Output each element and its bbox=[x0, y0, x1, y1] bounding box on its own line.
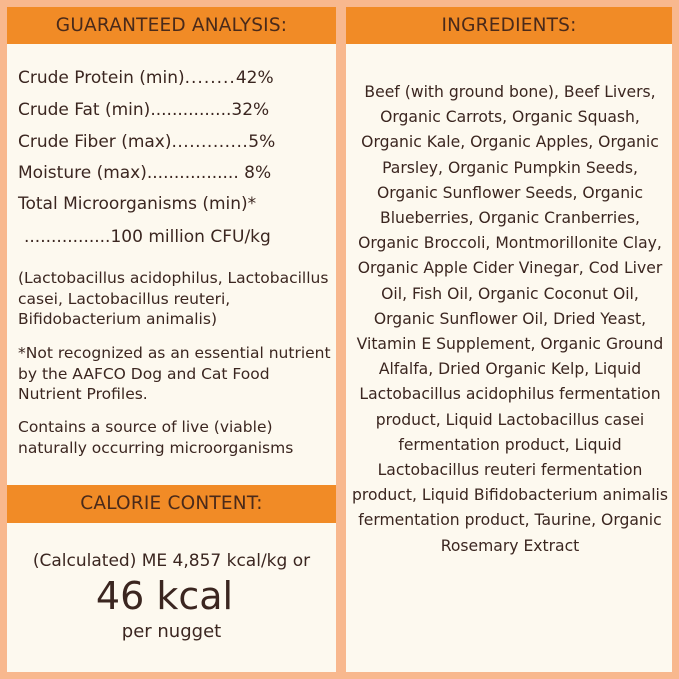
ingredients-panel bbox=[346, 7, 672, 672]
analysis-row-protein: Crude Protein (min)........42% bbox=[18, 68, 274, 88]
aafco-footnote: *Not recognized as an essential nutrient… bbox=[18, 344, 331, 403]
analysis-row-fiber: Crude Fiber (max).............5% bbox=[18, 132, 276, 152]
strains-note: (Lactobacillus acidophilus, Lactobacillu… bbox=[18, 269, 329, 328]
ingredients-header: INGREDIENTS: bbox=[346, 7, 672, 44]
calorie-per-nugget-value: 46 kcal bbox=[95, 574, 234, 618]
guaranteed-analysis-header: GUARANTEED ANALYSIS: bbox=[7, 7, 336, 44]
analysis-row-moisture: Moisture (max)................. 8% bbox=[18, 163, 272, 183]
live-microorganisms-note: Contains a source of live (viable) natur… bbox=[18, 418, 294, 457]
analysis-total-value: ................100 million CFU/kg bbox=[24, 227, 271, 247]
calorie-per-nugget-label: per nugget bbox=[121, 621, 222, 642]
calorie-content-header: CALORIE CONTENT: bbox=[7, 485, 336, 523]
ingredients-list: Beef (with ground bone), Beef Livers, Or… bbox=[352, 83, 668, 555]
guaranteed-analysis-panel bbox=[7, 7, 336, 672]
calorie-calculated: (Calculated) ME 4,857 kcal/kg or bbox=[32, 551, 311, 571]
analysis-row-fat: Crude Fat (min)...............32% bbox=[18, 100, 270, 120]
analysis-total-label: Total Microorganisms (min)* bbox=[18, 194, 257, 214]
